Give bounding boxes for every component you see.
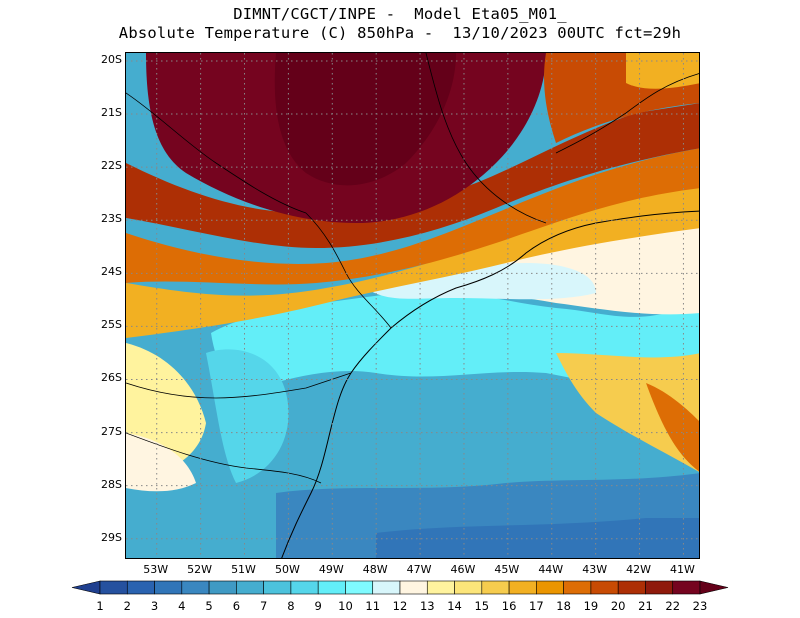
colorbar-swatch	[617, 580, 646, 595]
colorbar-swatch	[399, 580, 428, 595]
colorbar-swatch	[508, 580, 537, 595]
colorbar-label: 9	[314, 599, 322, 613]
colorbar-arrow-left	[71, 580, 101, 595]
colorbar-label: 1	[96, 599, 104, 613]
colorbar-label: 10	[338, 599, 353, 613]
colorbar-swatch	[126, 580, 155, 595]
title-line-2: Absolute Temperature (C) 850hPa - 13/10/…	[118, 24, 682, 42]
lat-tick-label: 24S	[101, 265, 122, 279]
colorbar-swatch	[481, 580, 510, 595]
colorbar-label: 23	[692, 599, 708, 613]
colorbar-label: 2	[123, 599, 131, 613]
colorbar-label: 6	[232, 599, 241, 613]
temperature-map	[126, 53, 699, 558]
colorbar-swatch	[99, 580, 128, 595]
lon-tick-label: 44W	[538, 563, 564, 576]
country-border	[126, 92, 307, 214]
colorbar-swatch	[372, 580, 401, 595]
lon-tick-label: 47W	[406, 563, 432, 576]
colorbar-swatch	[672, 580, 701, 595]
lat-tick-label: 29S	[101, 530, 122, 544]
colorbar-label: 16	[501, 599, 517, 613]
colorbar-swatch	[590, 580, 619, 595]
field-warm-east	[556, 353, 699, 472]
colorbar-label: 18	[556, 599, 571, 613]
lon-tick-label: 41W	[670, 563, 695, 576]
lat-tick-label: 21S	[101, 106, 122, 120]
colorbar-swatch	[208, 580, 237, 595]
colorbar-label: 19	[583, 599, 599, 613]
lat-tick-label: 27S	[101, 424, 122, 438]
colorbar-swatch	[345, 580, 374, 595]
state-border-2	[126, 432, 322, 484]
lon-tick-label: 51W	[231, 563, 256, 576]
lat-tick-label: 25S	[101, 318, 122, 332]
field-lightblue-coast	[366, 263, 596, 300]
field-cyan-left	[206, 349, 289, 483]
colorbar-label: 13	[419, 599, 435, 613]
grid-lines	[126, 53, 699, 558]
colorbar-label: 5	[205, 599, 213, 613]
colorbar-label: 11	[365, 599, 381, 613]
colorbar-swatch	[181, 580, 210, 595]
lon-tick-label: 42W	[626, 563, 651, 576]
lat-tick-label: 20S	[101, 52, 122, 66]
field-warm-east-2	[646, 383, 699, 472]
lon-tick-label: 50W	[274, 563, 300, 576]
colorbar-swatch	[563, 580, 592, 595]
lon-tick-label: 48W	[362, 563, 388, 576]
lat-tick-label: 26S	[101, 371, 122, 385]
colorbar-label: 22	[665, 599, 681, 613]
colorbar-swatch	[536, 580, 564, 595]
field-coldest-ocean	[376, 518, 699, 558]
colorbar-swatch	[263, 580, 292, 595]
lon-tick-label: 43W	[582, 563, 608, 576]
colorbar-label: 3	[150, 599, 159, 613]
field-west-cream	[126, 433, 196, 492]
colorbar-arrow-right	[699, 580, 729, 595]
state-border-4	[425, 53, 547, 224]
lat-tick-label: 23S	[101, 212, 122, 226]
lon-tick-label: 53W	[143, 563, 169, 576]
map-frame	[125, 52, 700, 559]
colorbar-label: 14	[447, 599, 462, 613]
colorbar-swatch	[426, 580, 455, 595]
colorbar-label: 12	[392, 599, 408, 613]
colorbar-swatch	[645, 580, 674, 595]
colorbar-label: 4	[178, 599, 186, 613]
lon-tick-label: 46W	[450, 563, 476, 576]
colorbar-label: 20	[610, 599, 626, 613]
lon-tick-label: 49W	[318, 563, 344, 576]
lon-tick-label: 45W	[494, 563, 520, 576]
lat-tick-label: 28S	[101, 477, 122, 491]
field-orange-ne	[626, 53, 699, 89]
colorbar-label: 15	[474, 599, 490, 613]
lon-tick-label: 52W	[187, 563, 213, 576]
field-red-band	[126, 103, 699, 248]
field-orange-band	[126, 148, 699, 285]
colorbar-label: 8	[287, 599, 295, 613]
state-border-5	[555, 73, 699, 154]
colorbar-label: 7	[259, 599, 268, 613]
state-border-1	[126, 372, 352, 399]
coastline	[281, 210, 699, 558]
field-hottest-core	[274, 53, 456, 186]
colorbar-swatch	[236, 580, 264, 595]
colorbar-swatch	[154, 580, 183, 595]
lat-tick-label: 22S	[101, 159, 122, 173]
colorbar-label: 17	[529, 599, 544, 613]
colorbar-swatch	[290, 580, 319, 595]
colorbar-label: 21	[638, 599, 653, 613]
title-line-1: DIMNT/CGCT/INPE - Model Eta05_M01_	[233, 5, 567, 23]
colorbar-swatch	[317, 580, 346, 595]
colorbar-swatch	[454, 580, 483, 595]
colorbar	[71, 580, 729, 595]
